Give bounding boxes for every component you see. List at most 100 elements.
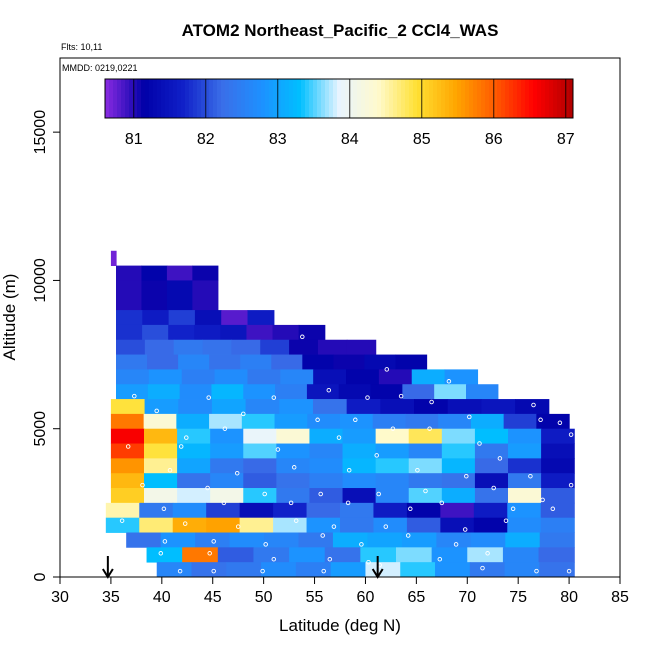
sample-point: [182, 521, 188, 526]
heatmap-cell: [406, 517, 441, 533]
colorbar-swatch: [569, 79, 574, 118]
colorbar-swatch: [177, 79, 182, 118]
colorbar-swatch: [201, 79, 206, 118]
sample-point: [211, 568, 216, 574]
colorbar-swatch: [381, 79, 386, 118]
colorbar-swatch: [225, 79, 230, 118]
heatmap-cell: [436, 532, 472, 548]
heatmap-cell: [306, 517, 341, 533]
x-tick-label: 30: [51, 589, 69, 606]
heatmap-cell: [279, 399, 314, 415]
heatmap-cell: [220, 324, 248, 341]
heatmap-cell: [333, 354, 366, 370]
heatmap-cell: [541, 428, 575, 444]
heatmap-cell: [245, 399, 280, 415]
heatmap-cell: [116, 354, 148, 370]
heatmap-cell: [309, 458, 344, 474]
sample-point: [540, 497, 545, 503]
colorbar-swatch: [313, 79, 318, 118]
sample-point: [207, 551, 212, 556]
heatmap-cell: [295, 562, 332, 578]
sample-point: [154, 408, 159, 414]
heatmap-cell: [206, 502, 241, 519]
heatmap-cell: [105, 517, 140, 533]
heatmap-cell: [260, 339, 290, 355]
heatmap-cell: [302, 354, 334, 370]
heatmap-cell: [346, 369, 380, 385]
heatmap-cell: [210, 458, 244, 474]
heatmap-cell: [474, 488, 509, 504]
heatmap-cell: [508, 488, 542, 504]
heatmap-cell: [146, 547, 183, 563]
chart-title: ATOM2 Northeast_Pacific_2 CCl4_WAS: [182, 21, 499, 40]
sample-point: [446, 379, 452, 384]
colorbar-swatch: [345, 79, 350, 118]
heatmap-cell: [116, 339, 146, 355]
heatmap-cell: [408, 458, 443, 474]
colorbar-swatch: [109, 79, 114, 118]
sample-point: [211, 539, 216, 544]
heatmap-cell: [541, 473, 575, 489]
sample-point: [477, 441, 482, 446]
heatmap-cell: [342, 473, 377, 489]
heatmap-cell: [541, 488, 575, 504]
colorbar-swatch: [125, 79, 130, 118]
colorbar-swatch: [189, 79, 194, 118]
sample-point: [398, 393, 404, 399]
heatmap-cell: [474, 428, 509, 444]
colorbar-swatch: [257, 79, 262, 118]
heatmap-cell: [539, 532, 575, 548]
heatmap-cell: [289, 547, 326, 563]
sample-point: [491, 485, 496, 491]
sample-point: [327, 556, 333, 562]
colorbar-swatch: [173, 79, 178, 118]
heatmap-cell: [166, 280, 193, 311]
sample-point: [271, 395, 277, 400]
heatmap-cell: [505, 532, 541, 548]
sample-point: [336, 435, 342, 440]
colorbar-swatch: [553, 79, 558, 118]
colorbar-swatch: [557, 79, 562, 118]
heatmap-cell: [541, 458, 575, 474]
heatmap-cell: [508, 458, 542, 474]
heatmap-cell: [229, 532, 265, 548]
colorbar-swatch: [181, 79, 186, 118]
heatmap-cell: [441, 488, 476, 504]
heatmap-cell: [276, 443, 311, 459]
heatmap-cell: [144, 339, 175, 355]
colorbar-swatch: [385, 79, 390, 118]
sample-point: [462, 527, 468, 532]
heatmap-cell: [168, 310, 196, 326]
heatmap-cell: [194, 324, 221, 341]
heatmap-cell: [271, 354, 303, 370]
colorbar-swatch: [357, 79, 362, 118]
colorbar-swatch: [321, 79, 326, 118]
heatmap-cell: [504, 562, 540, 578]
heatmap-cell: [373, 502, 408, 519]
colorbar-swatch: [237, 79, 242, 118]
heatmap-cell: [330, 562, 367, 578]
sample-point: [557, 420, 563, 426]
sample-point: [262, 491, 267, 497]
colorbar-swatch: [429, 79, 434, 118]
heatmap-cell: [539, 562, 575, 578]
colorbar-swatch: [521, 79, 526, 118]
colorbar-swatch: [517, 79, 522, 118]
colorbar-swatch: [265, 79, 270, 118]
heatmap-cell: [231, 339, 261, 355]
colorbar-swatch: [401, 79, 406, 118]
colorbar-swatch: [113, 79, 118, 118]
heatmap-cell: [346, 399, 381, 415]
x-tick-label: 50: [255, 589, 273, 606]
y-axis: 0 5000 10000 15000: [32, 110, 60, 581]
heatmap-cell: [243, 473, 277, 489]
heatmap-cell: [469, 562, 506, 578]
sample-point: [408, 506, 413, 512]
colorbar-swatch: [413, 79, 418, 118]
sample-point: [365, 395, 370, 400]
colorbar-swatch: [221, 79, 226, 118]
heatmap-cell: [210, 428, 244, 444]
heatmap-cell: [360, 547, 397, 563]
heatmap-cell: [246, 324, 274, 341]
